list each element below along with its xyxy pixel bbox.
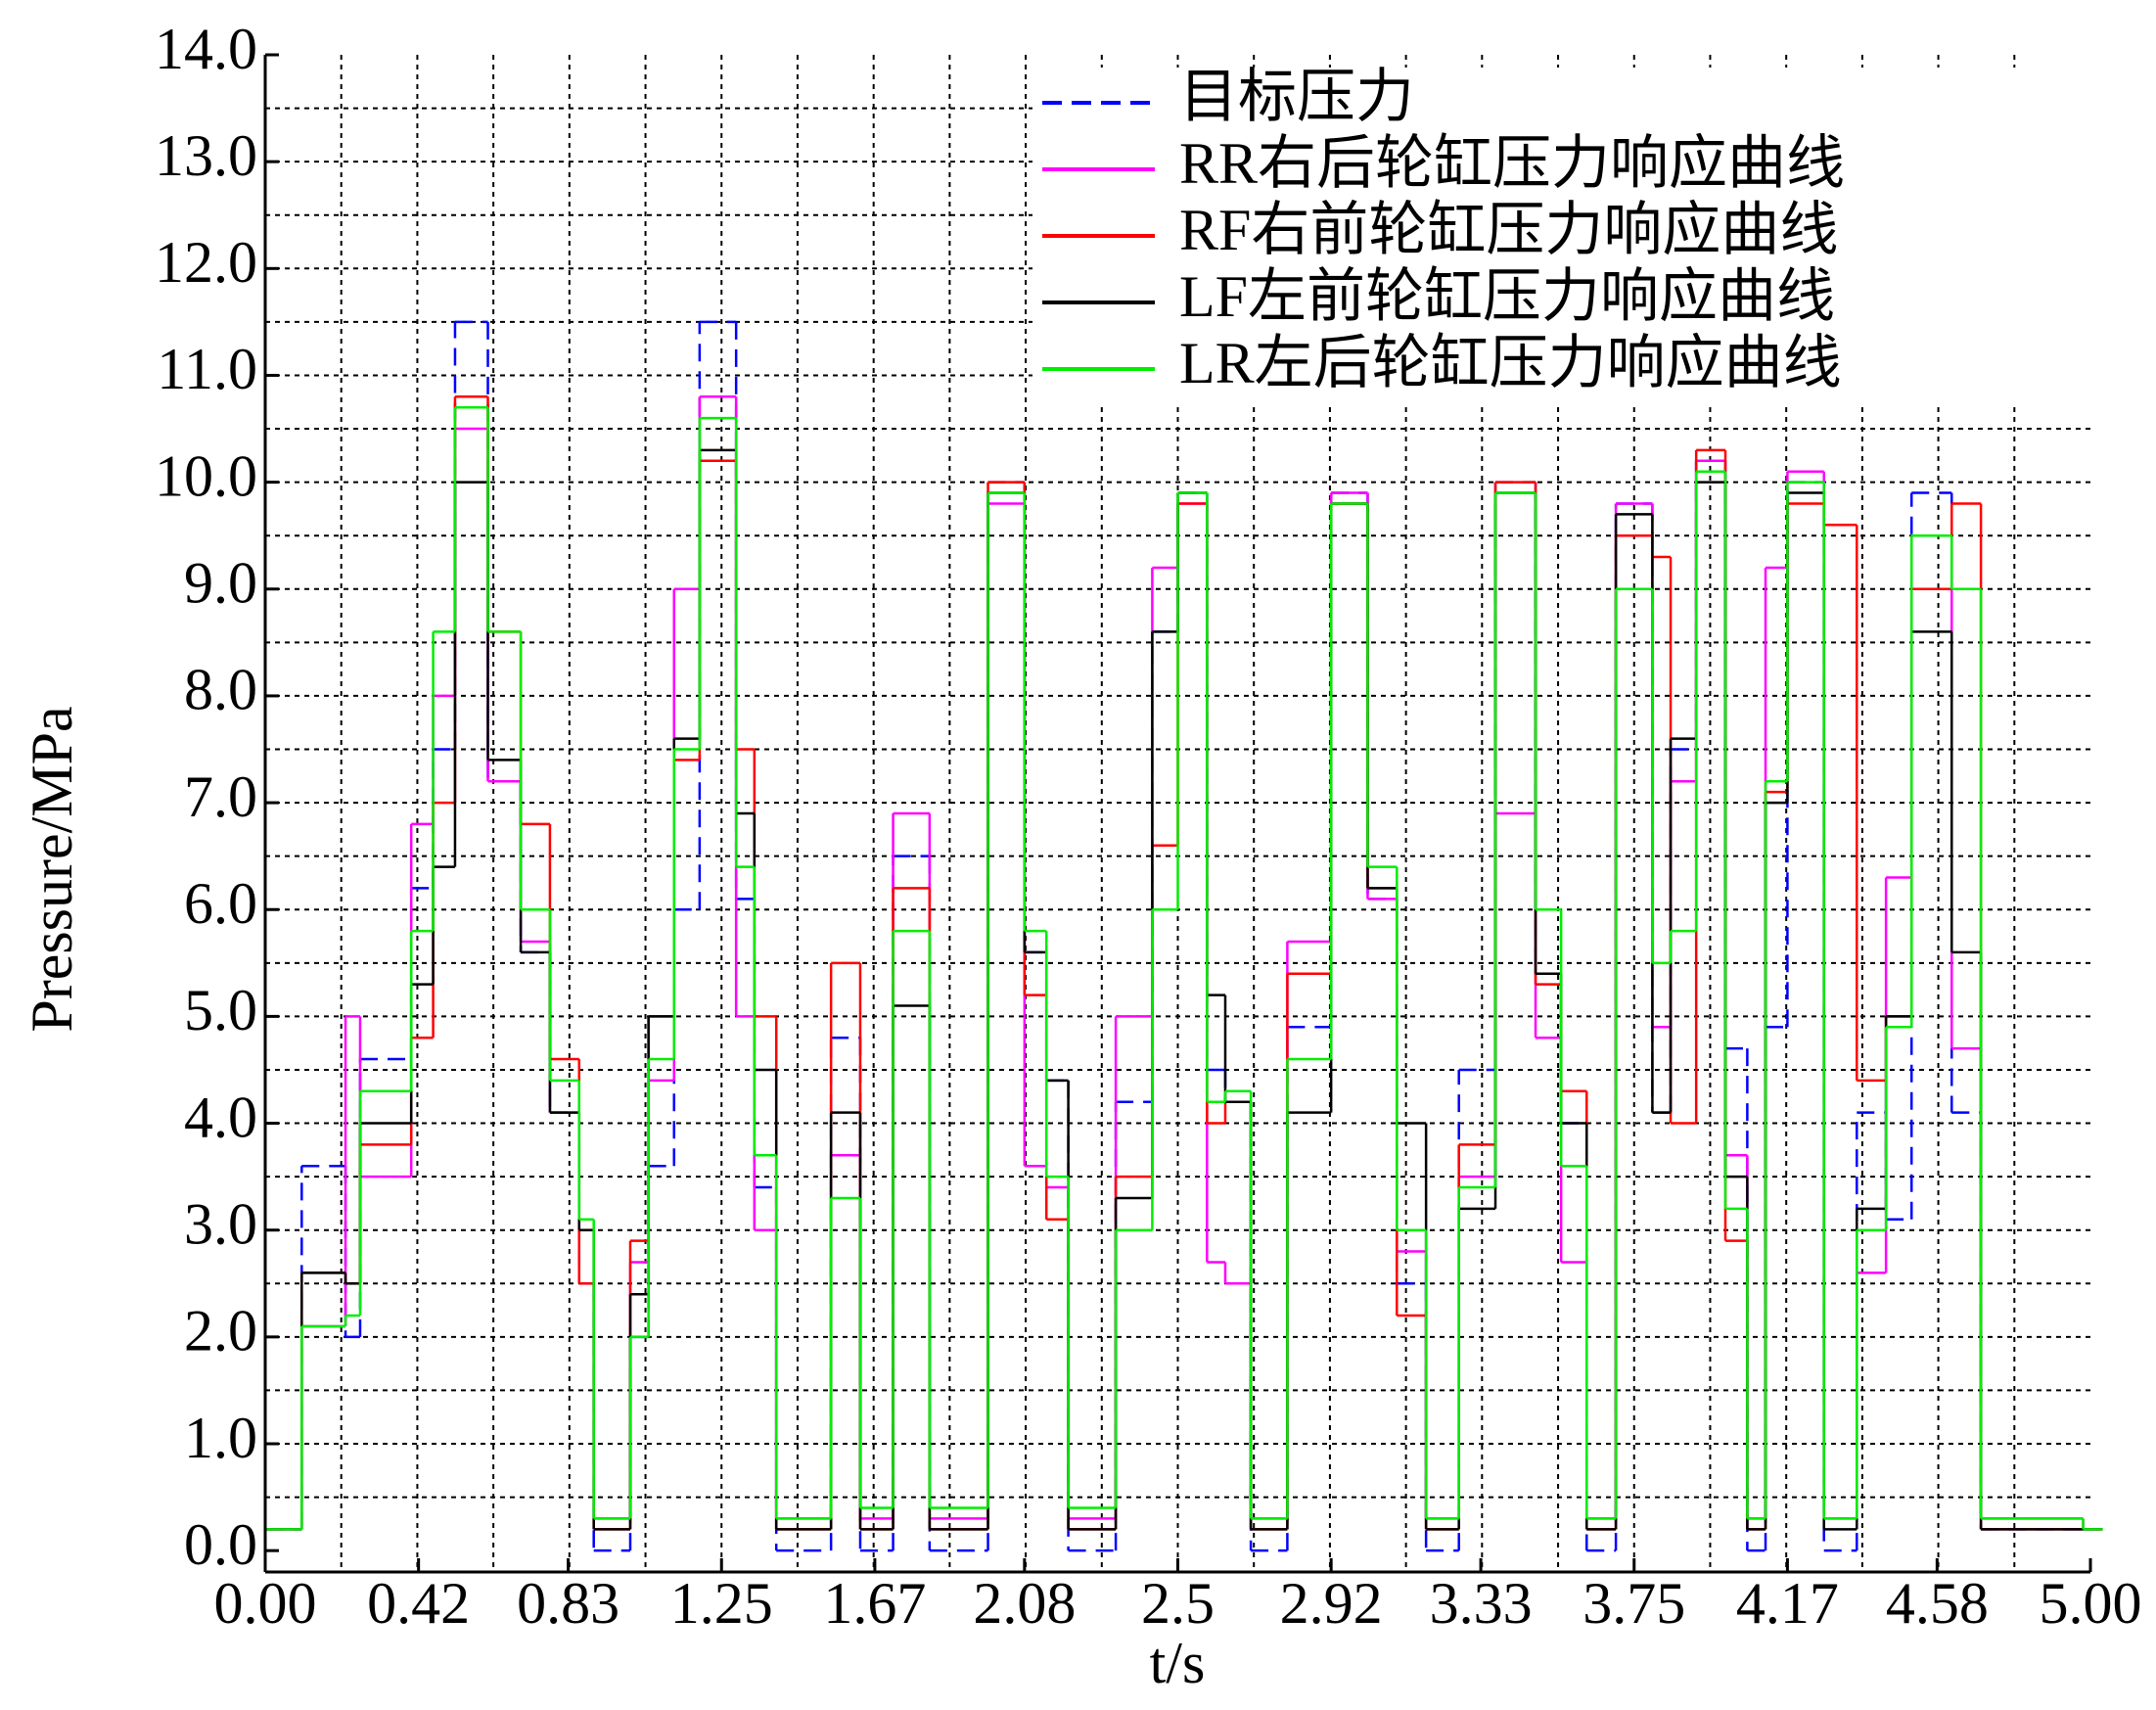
y-tick-label: 6.0 — [184, 871, 257, 936]
x-tick-label: 2.5 — [1141, 1571, 1215, 1636]
legend-label: RF右前轮缸压力响应曲线 — [1179, 198, 1838, 262]
y-tick-label: 1.0 — [184, 1406, 257, 1470]
series-layer — [265, 320, 2103, 1552]
legend-label: RR右后轮缸压力响应曲线 — [1179, 131, 1845, 196]
x-tick-label: 1.67 — [823, 1571, 926, 1636]
y-tick-label: 3.0 — [184, 1191, 257, 1256]
y-tick-label: 0.0 — [184, 1512, 257, 1577]
y-tick-label: 13.0 — [155, 123, 257, 188]
y-tick-label: 14.0 — [155, 17, 257, 81]
y-tick-label: 4.0 — [184, 1085, 257, 1149]
x-tick-label: 3.75 — [1583, 1571, 1685, 1636]
x-tick-label: 5.00 — [2040, 1571, 2142, 1636]
legend-box — [1032, 68, 2130, 406]
x-tick-label: 2.08 — [973, 1571, 1076, 1636]
x-tick-label: 0.83 — [517, 1571, 619, 1636]
x-tick-label: 4.17 — [1736, 1571, 1839, 1636]
legend-label: 目标压力 — [1179, 65, 1414, 129]
x-tick-label: 0.00 — [214, 1571, 317, 1636]
x-axis-label: t/s — [1150, 1631, 1206, 1695]
x-tick-label: 3.33 — [1430, 1571, 1533, 1636]
x-tick-label: 4.58 — [1886, 1571, 1989, 1636]
x-tick-label: 2.92 — [1280, 1571, 1383, 1636]
y-tick-label: 11.0 — [157, 337, 257, 401]
y-tick-label: 5.0 — [184, 978, 257, 1042]
y-tick-label: 7.0 — [184, 764, 257, 829]
x-tick-label: 0.42 — [367, 1571, 470, 1636]
y-tick-label: 2.0 — [184, 1299, 257, 1363]
legend-label: LR左后轮缸压力响应曲线 — [1179, 331, 1842, 395]
y-tick-label: 9.0 — [184, 551, 257, 616]
y-tick-label: 8.0 — [184, 658, 257, 722]
y-axis-label: Pressure/MPa — [20, 706, 84, 1032]
legend-label: LF左前轮缸压力响应曲线 — [1179, 264, 1835, 329]
y-tick-label: 12.0 — [155, 230, 257, 295]
x-tick-label: 1.25 — [670, 1571, 773, 1636]
y-tick-label: 10.0 — [155, 443, 257, 508]
